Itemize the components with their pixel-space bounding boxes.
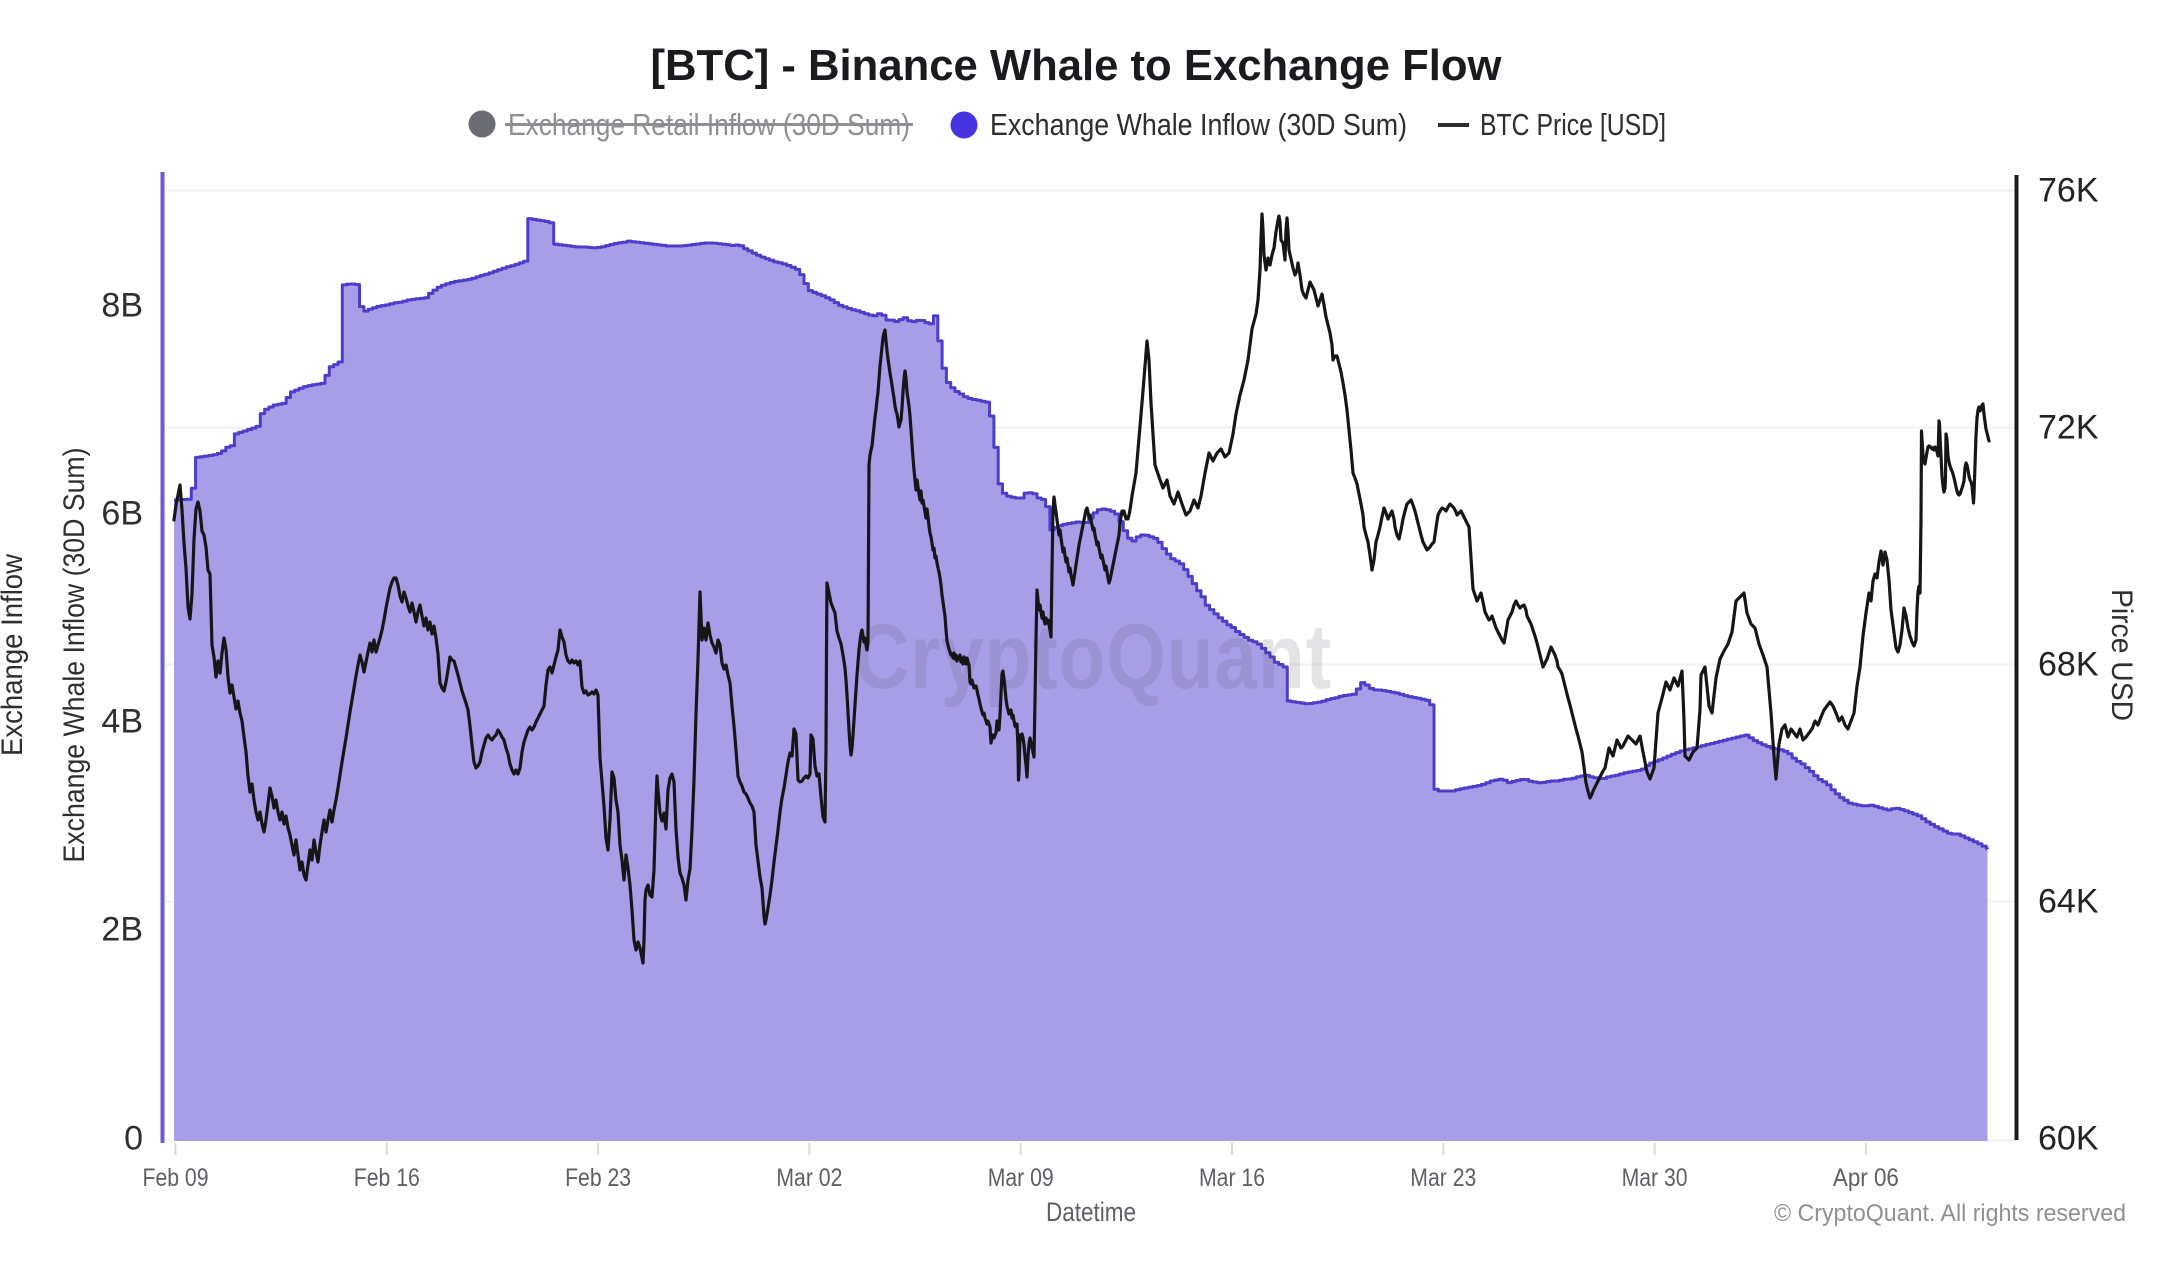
svg-text:72K: 72K	[2038, 409, 2099, 447]
svg-text:64K: 64K	[2038, 883, 2099, 921]
svg-text:68K: 68K	[2038, 646, 2099, 684]
svg-text:0: 0	[124, 1120, 143, 1158]
svg-text:Mar 02: Mar 02	[776, 1164, 842, 1192]
svg-text:Mar 30: Mar 30	[1622, 1164, 1688, 1192]
svg-text:Feb 23: Feb 23	[565, 1164, 631, 1192]
svg-text:4B: 4B	[101, 703, 143, 741]
svg-text:Feb 09: Feb 09	[143, 1164, 209, 1192]
svg-text:Mar 16: Mar 16	[1199, 1164, 1265, 1192]
svg-text:Exchange Whale Inflow (30D Sum: Exchange Whale Inflow (30D Sum)	[58, 448, 91, 863]
svg-text:Feb 16: Feb 16	[354, 1164, 420, 1192]
svg-text:6B: 6B	[101, 495, 143, 533]
svg-text:8B: 8B	[101, 287, 143, 325]
svg-text:60K: 60K	[2038, 1120, 2099, 1158]
svg-text:2B: 2B	[101, 911, 143, 949]
svg-text:Exchange Inflow: Exchange Inflow	[0, 554, 29, 756]
svg-text:[BTC] - Binance Whale to Excha: [BTC] - Binance Whale to Exchange Flow	[651, 41, 1503, 90]
svg-text:76K: 76K	[2038, 172, 2099, 210]
svg-text:Exchange Whale Inflow (30D Sum: Exchange Whale Inflow (30D Sum)	[990, 107, 1407, 142]
svg-text:BTC Price [USD]: BTC Price [USD]	[1480, 107, 1666, 142]
svg-text:Pirce USD: Pirce USD	[2105, 589, 2138, 721]
svg-text:Mar 09: Mar 09	[988, 1164, 1054, 1192]
svg-text:Apr 06: Apr 06	[1833, 1164, 1899, 1192]
svg-text:Mar 23: Mar 23	[1410, 1164, 1476, 1192]
svg-text:Datetime: Datetime	[1046, 1197, 1136, 1227]
svg-text:© CryptoQuant. All rights rese: © CryptoQuant. All rights reserved	[1774, 1200, 2126, 1227]
svg-text:CryptoQuant: CryptoQuant	[854, 606, 1332, 708]
